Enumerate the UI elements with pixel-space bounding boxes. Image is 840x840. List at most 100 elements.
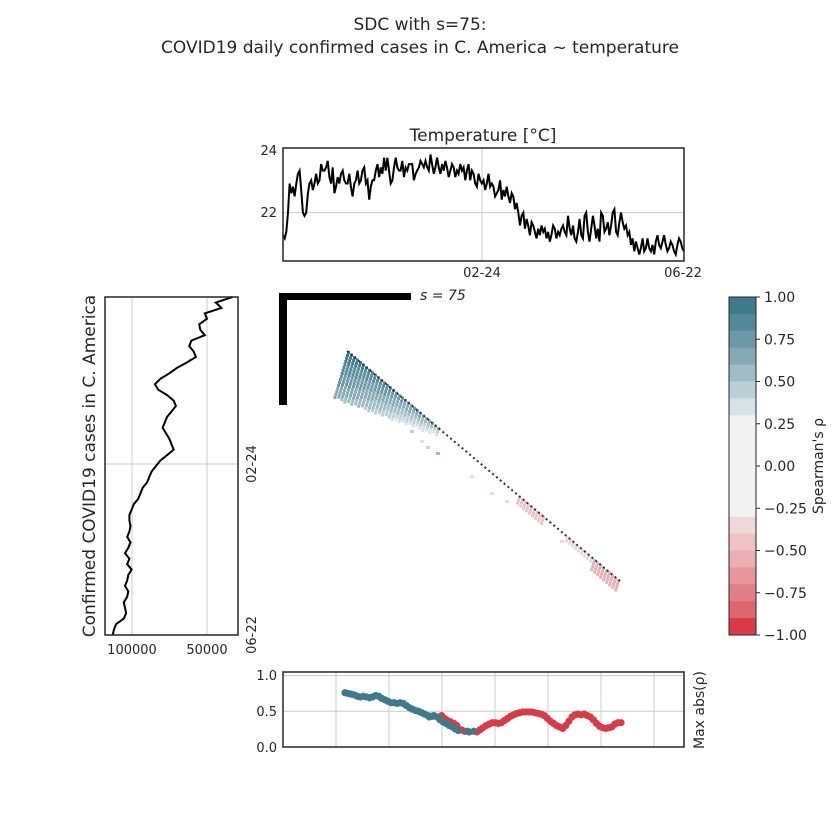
- heatmap-cell: [412, 421, 416, 425]
- heatmap-cell: [342, 366, 346, 369]
- heatmap-cell: [367, 383, 371, 387]
- heatmap-cell: [605, 580, 609, 584]
- heatmap-cell: [383, 381, 386, 385]
- heatmap-cell: [422, 426, 426, 429]
- heatmap-cell: [536, 510, 539, 514]
- heatmap-cell: [386, 395, 390, 399]
- heatmap-cell: [389, 398, 393, 402]
- heatmap-cell: [397, 420, 401, 424]
- heatmap-cell: [346, 354, 350, 357]
- heatmap-cell: [344, 371, 348, 375]
- heatmap-cell: [345, 357, 349, 360]
- heatmap-cell: [398, 405, 402, 409]
- heatmap-cell: [359, 361, 362, 365]
- heatmap-cell: [341, 369, 345, 372]
- heatmap-cell: [335, 390, 339, 393]
- heatmap-cell: [382, 407, 386, 411]
- heatmap-cell: [540, 522, 544, 525]
- heatmap-cell: [351, 385, 355, 389]
- heatmap-cell: [396, 400, 400, 404]
- max-rho-ytick-05: 0.5: [256, 705, 277, 720]
- heatmap-cell: [409, 407, 413, 411]
- colorbar-tick-label: 1.00: [764, 290, 795, 306]
- heatmap-cell: [566, 536, 569, 540]
- heatmap-cell: [574, 546, 578, 550]
- heatmap-cell: [408, 410, 412, 414]
- heatmap-cell: [609, 580, 613, 584]
- heatmap-cell: [355, 384, 359, 388]
- heatmap-cell: [406, 416, 410, 420]
- heatmap-cell: [350, 376, 354, 380]
- scale-bar-label: s = 75: [420, 288, 466, 304]
- heatmap-cell: [528, 511, 532, 515]
- heatmap-cell: [406, 404, 410, 408]
- heatmap-cell: [387, 392, 391, 396]
- heatmap-cell: [413, 406, 416, 410]
- heatmap-cell: [505, 500, 509, 503]
- heatmap-cell: [369, 400, 373, 404]
- heatmap-cell: [353, 356, 356, 360]
- heatmap-cell: [613, 579, 617, 583]
- heatmap-cell: [412, 409, 416, 413]
- max-rho-point-positive: [464, 727, 472, 735]
- heatmap-cell: [339, 375, 343, 378]
- heatmap-cell: [363, 383, 367, 387]
- scale-bar-horizontal: [283, 293, 411, 300]
- heatmap-cell: [470, 475, 474, 478]
- scale-bar: s = 75: [279, 288, 466, 405]
- colorbar-tick-label: 0.75: [764, 332, 795, 348]
- heatmap-cell: [372, 379, 376, 383]
- heatmap-cell: [378, 384, 382, 388]
- heatmap-cell: [400, 399, 404, 403]
- cases-series-line: [111, 296, 233, 636]
- heatmap-cell: [387, 404, 391, 408]
- temperature-xtick-06-22: 06-22: [664, 266, 702, 281]
- heatmap-cell: [346, 365, 350, 369]
- heatmap-cell: [391, 415, 395, 419]
- heatmap-cell: [389, 386, 392, 390]
- heatmap-cell: [353, 379, 357, 383]
- heatmap-cell: [360, 392, 364, 396]
- heatmap-cell: [382, 384, 386, 388]
- temperature-xtick-02-24: 02-24: [463, 266, 501, 281]
- heatmap-cell: [353, 367, 357, 371]
- heatmap-cell: [608, 583, 612, 587]
- heatmap-cell: [523, 503, 527, 507]
- heatmap-cell: [527, 503, 530, 507]
- heatmap-cell: [571, 544, 575, 548]
- heatmap-cell: [353, 393, 356, 397]
- heatmap-cell: [340, 398, 344, 402]
- heatmap-cell: [560, 540, 564, 543]
- heatmap-cell: [524, 500, 527, 504]
- heatmap-cell: [356, 370, 360, 374]
- heatmap-cell: [384, 401, 388, 405]
- heatmap-cell: [535, 513, 539, 517]
- heatmap-cell: [351, 362, 355, 366]
- colorbar-step-pos: [729, 313, 756, 332]
- heatmap-cell: [516, 501, 520, 505]
- heatmap-cell: [370, 397, 374, 401]
- heatmap-cell: [435, 433, 439, 437]
- heatmap-cell: [364, 406, 368, 410]
- heatmap-cell: [365, 377, 369, 381]
- heatmap-cell: [405, 407, 409, 411]
- heatmap-cell: [402, 405, 406, 409]
- heatmap-cell: [369, 377, 373, 381]
- heatmap-cell: [362, 398, 366, 402]
- heatmap-cell: [349, 379, 353, 383]
- heatmap-cell: [568, 541, 572, 545]
- heatmap-cell: [426, 425, 430, 429]
- heatmap-cell: [340, 386, 344, 390]
- heatmap-cell: [368, 380, 372, 384]
- heatmap-cell: [352, 382, 356, 386]
- heatmap-cell: [418, 426, 422, 430]
- heatmap-cell: [348, 397, 352, 401]
- heatmap-cell: [593, 559, 596, 563]
- heatmap-cell: [421, 429, 425, 432]
- heatmap-cell: [381, 387, 385, 391]
- heatmap-cell: [432, 430, 436, 434]
- colorbar-step-pos: [729, 364, 756, 382]
- heatmap-cell: [539, 513, 542, 517]
- heatmap-cell: [596, 561, 599, 565]
- heatmap-cell: [436, 452, 440, 455]
